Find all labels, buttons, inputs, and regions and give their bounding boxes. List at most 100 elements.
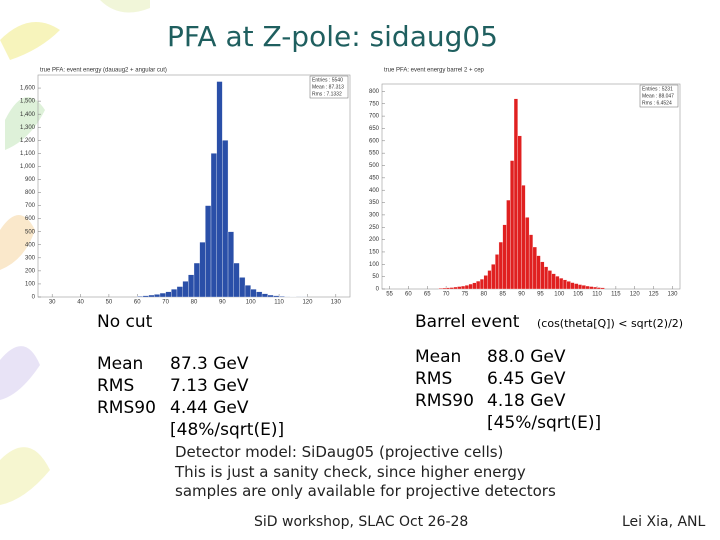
bar (148, 294, 155, 298)
y-tick-label: 350 (369, 200, 380, 206)
x-tick-label: 30 (49, 300, 56, 306)
x-tick-label: 70 (162, 300, 169, 306)
chart-title: true PFA: event energy (dauaug2 + angula… (40, 68, 167, 74)
stat-value: 4.18 GeV (487, 391, 566, 411)
y-tick-label: 400 (369, 188, 380, 194)
stats-line: Rms : 7.1332 (312, 91, 342, 97)
bar (233, 262, 240, 298)
bar (487, 270, 492, 290)
y-tick-label: 0 (32, 295, 36, 301)
bar (562, 279, 567, 290)
x-tick-label: 110 (274, 300, 284, 306)
bar (528, 234, 534, 290)
y-tick-label: 900 (25, 177, 36, 183)
bar (483, 275, 488, 290)
y-tick-label: 50 (372, 274, 379, 280)
bar (468, 283, 473, 290)
x-tick-label: 100 (554, 292, 565, 298)
stat-label: RMS90 (415, 391, 474, 411)
bar (453, 286, 458, 290)
bar (510, 160, 515, 290)
stat-value: 6.45 GeV (487, 369, 566, 389)
bar (244, 285, 251, 298)
stats-line: Entries : 5540 (312, 77, 343, 83)
bar (495, 254, 500, 290)
bar (273, 295, 280, 298)
bar (137, 296, 144, 298)
bar (461, 285, 466, 290)
y-tick-label: 150 (369, 250, 380, 256)
footer-left: SiD workshop, SLAC Oct 26-28 (254, 514, 469, 530)
x-tick-label: 120 (630, 292, 641, 298)
stat-value: 4.44 GeV (170, 398, 249, 418)
bar (199, 242, 206, 298)
right-condition: (cos(theta[Q]) < sqrt(2)/2) (537, 317, 684, 330)
bar (171, 289, 178, 298)
bar (210, 153, 217, 298)
x-tick-label: 65 (424, 292, 431, 298)
y-tick-label: 1,000 (20, 164, 36, 170)
x-tick-label: 90 (518, 292, 525, 298)
bar (256, 291, 263, 298)
bar (551, 273, 556, 290)
bar (566, 281, 571, 290)
bar (159, 292, 166, 298)
bar (176, 286, 183, 298)
y-tick-label: 750 (369, 101, 380, 107)
y-tick-label: 700 (369, 114, 380, 120)
bar (559, 277, 564, 290)
y-tick-label: 500 (25, 229, 36, 235)
note: This is just a sanity check, since highe… (175, 463, 526, 481)
bar (476, 280, 481, 290)
stat-label: RMS90 (97, 398, 156, 418)
stats-line: Mean : 87.313 (312, 84, 344, 90)
y-tick-label: 1,400 (20, 112, 36, 118)
bar (540, 261, 545, 290)
stats-line: Entries : 5231 (642, 86, 673, 92)
bar (154, 294, 161, 298)
x-tick-label: 105 (573, 292, 584, 298)
x-tick-label: 125 (649, 292, 660, 298)
stats-box (639, 84, 679, 108)
chart-title: true PFA: event energy barrel 2 + cep (384, 68, 485, 74)
bar (517, 135, 522, 290)
bar (142, 295, 149, 298)
y-tick-label: 200 (25, 268, 36, 274)
bar (547, 270, 552, 290)
bar (544, 266, 549, 290)
bar (581, 285, 586, 290)
bar (182, 281, 189, 298)
bar (188, 274, 195, 298)
footer-right: Lei Xia, ANL (622, 514, 706, 530)
bar (216, 81, 223, 298)
bar (536, 255, 541, 290)
slide-title: PFA at Z-pole: sidaug05 (167, 20, 498, 53)
bar (261, 293, 268, 298)
bar (521, 185, 526, 290)
stat-value: 87.3 GeV (170, 354, 249, 374)
bar (513, 98, 518, 290)
y-tick-label: 1,500 (20, 99, 36, 105)
x-tick-label: 70 (443, 292, 450, 298)
bar (227, 231, 234, 298)
resolution: [48%/sqrt(E)] (170, 420, 285, 440)
stat-label: Mean (97, 354, 144, 374)
note: samples are only available for projectiv… (175, 482, 556, 500)
x-tick-label: 130 (331, 300, 342, 306)
bar (498, 241, 503, 290)
y-tick-label: 0 (376, 287, 380, 293)
y-tick-label: 1,300 (20, 125, 36, 131)
x-tick-label: 90 (219, 300, 226, 306)
bar (574, 283, 579, 290)
charts: true PFA: event energy (dauaug2 + angula… (20, 68, 681, 306)
x-tick-label: 100 (246, 300, 257, 306)
bar (570, 282, 575, 290)
bar (445, 287, 451, 290)
y-tick-label: 300 (369, 212, 380, 218)
bar (502, 224, 507, 290)
y-tick-label: 650 (369, 126, 380, 132)
bar (525, 217, 530, 290)
x-tick-label: 75 (462, 292, 469, 298)
bar (593, 286, 598, 290)
bar (585, 285, 590, 290)
